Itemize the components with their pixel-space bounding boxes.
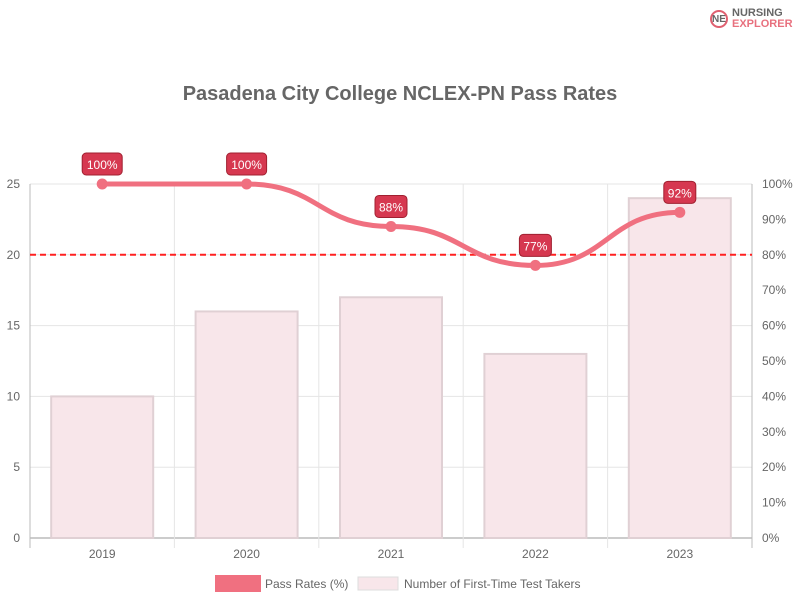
- left-tick-label: 15: [7, 319, 21, 333]
- logo-mark-icon: NE: [710, 10, 728, 28]
- legend-label-pass-rates: Pass Rates (%): [265, 577, 348, 591]
- right-tick-label: 40%: [762, 389, 786, 403]
- pass-rate-point: [385, 220, 397, 232]
- right-tick-label: 10%: [762, 496, 786, 510]
- data-label-box: [663, 180, 697, 204]
- nursing-explorer-logo: NE NURSING EXPLORER: [710, 8, 793, 30]
- data-label: 88%: [379, 200, 403, 214]
- right-tick-label: 50%: [762, 354, 786, 368]
- bar-2020: [194, 310, 299, 539]
- right-tick-label: 0%: [762, 531, 780, 545]
- x-tick-label: 2022: [522, 547, 549, 561]
- chart-title: Pasadena City College NCLEX-PN Pass Rate…: [183, 83, 618, 105]
- legend-label-test-takers: Number of First-Time Test Takers: [404, 577, 580, 591]
- right-tick-label: 100%: [762, 177, 793, 191]
- x-tick-label: 2019: [89, 547, 116, 561]
- data-label: 100%: [87, 158, 118, 172]
- data-label: 100%: [231, 158, 262, 172]
- logo-line2: EXPLORER: [732, 18, 793, 30]
- left-tick-label: 5: [13, 460, 20, 474]
- right-tick-label: 30%: [762, 425, 786, 439]
- legend-swatch-pass-rates: [215, 575, 261, 592]
- left-tick-label: 20: [7, 248, 21, 262]
- data-label-box: [81, 152, 123, 176]
- x-tick-label: 2023: [666, 547, 693, 561]
- pass-rate-point: [674, 206, 686, 218]
- left-tick-label: 25: [7, 177, 21, 191]
- right-tick-label: 70%: [762, 283, 786, 297]
- x-tick-label: 2020: [233, 547, 260, 561]
- right-tick-label: 60%: [762, 319, 786, 333]
- right-tick-label: 20%: [762, 460, 786, 474]
- left-tick-label: 10: [7, 389, 21, 403]
- left-tick-label: 0: [13, 531, 20, 545]
- data-label-box: [518, 233, 552, 257]
- x-tick-label: 2021: [378, 547, 405, 561]
- pass-rate-point: [96, 178, 108, 190]
- data-label-box: [374, 194, 408, 218]
- bar-2022: [483, 352, 588, 540]
- data-label-box: [226, 152, 268, 176]
- pass-rate-point: [241, 178, 253, 190]
- bar-2023: [627, 197, 732, 539]
- right-tick-label: 80%: [762, 248, 786, 262]
- bar-2021: [339, 296, 443, 539]
- logo-line1: NURSING: [732, 7, 783, 19]
- data-label: 77%: [523, 239, 547, 253]
- bar-2019: [50, 395, 155, 539]
- right-tick-label: 90%: [762, 212, 786, 226]
- legend-swatch-test-takers: [357, 576, 399, 591]
- data-label: 92%: [668, 186, 692, 200]
- pass-rate-point: [529, 259, 541, 271]
